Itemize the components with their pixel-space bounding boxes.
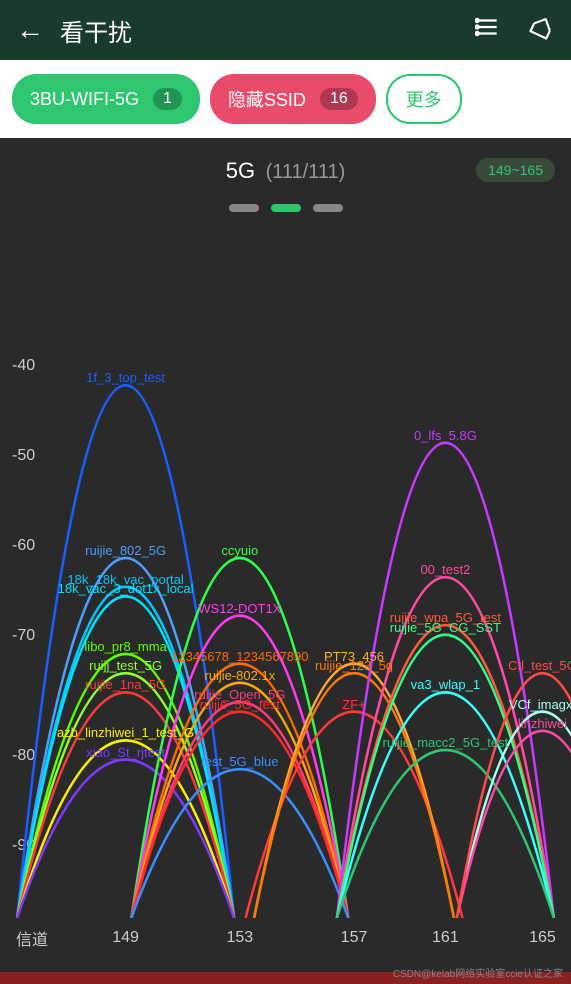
page-indicators — [0, 204, 571, 212]
filter-pill-secondary[interactable]: 隐藏SSID 16 — [210, 74, 376, 124]
network-curve — [131, 712, 348, 918]
x-axis-label: 信道 — [16, 926, 48, 950]
network-label: xiao_St_rjtest — [86, 745, 165, 760]
x-tick: 153 — [226, 929, 253, 947]
page-dot-1[interactable] — [229, 204, 259, 212]
filter-more-label: 更多 — [406, 86, 442, 112]
chart-area: 5G (111/111) 149~165 -40-50-60-70-80-90 … — [0, 138, 571, 958]
network-label: 1f_3_top_test — [86, 370, 165, 385]
x-tick: 149 — [112, 929, 139, 947]
page-dot-3[interactable] — [313, 204, 343, 212]
network-label: ruijie-802.1x — [204, 668, 275, 683]
network-label: ruijie_802_5G — [85, 543, 166, 558]
network-label: ruijie_123_5g — [315, 658, 393, 673]
band-label: 5G — [226, 158, 255, 183]
network-label: ccyuio — [221, 543, 258, 558]
network-label: ruijj_test_5G — [89, 658, 162, 673]
x-axis: 信道 149 153 157 161 165 — [0, 918, 571, 958]
network-label: 00_test2 — [420, 562, 470, 577]
channel-range-badge[interactable]: 149~165 — [476, 158, 555, 182]
filter-primary-label: 3BU-WIFI-5G — [30, 89, 139, 110]
filter-bar: 3BU-WIFI-5G 1 隐藏SSID 16 更多 — [0, 60, 571, 138]
network-label: linzhiwei — [518, 716, 567, 731]
watermark: CSDN@kelab网络实验室ccie认证之家 — [393, 965, 563, 980]
page-title: 看干扰 — [60, 13, 447, 48]
network-label: va3_wlap_1 — [411, 677, 480, 692]
network-label: ruijie_macc2_5G_test — [383, 735, 509, 750]
network-label: ZF+ — [342, 697, 365, 712]
network-label: VCf_imagxt — [509, 697, 571, 712]
network-label: WS12-DOT1X — [198, 601, 281, 616]
network-label: ruijie_1na_5G — [85, 677, 166, 692]
page-dot-2[interactable] — [271, 204, 301, 212]
filter-primary-count: 1 — [153, 88, 182, 110]
filter-secondary-count: 16 — [320, 88, 358, 110]
network-label: test_5G_blue — [201, 754, 278, 769]
band-count: (111/111) — [266, 161, 346, 183]
x-tick: 161 — [432, 929, 459, 947]
list-menu-icon[interactable] — [475, 14, 501, 47]
filter-pill-primary[interactable]: 3BU-WIFI-5G 1 — [12, 74, 200, 124]
x-tick: 157 — [341, 929, 368, 947]
network-label: ruijie_5G_test — [200, 697, 280, 712]
network-label: 12345678_1234567890 — [171, 649, 308, 664]
network-label: azb_linzhiwei_1_test_G — [57, 725, 194, 740]
x-tick: 165 — [529, 929, 556, 947]
network-label: ruijie_5G_CG_SST — [390, 620, 501, 635]
network-curve — [131, 683, 348, 918]
back-arrow-icon[interactable]: ← — [16, 14, 44, 46]
share-icon[interactable] — [529, 14, 555, 47]
network-label: Ctl_test_5G — [508, 658, 571, 673]
network-label: 0_lfs_5.8G — [414, 428, 477, 443]
filter-secondary-label: 隐藏SSID — [228, 86, 306, 112]
filter-more-button[interactable]: 更多 — [386, 74, 462, 124]
network-label: libo_pr8_mma — [84, 639, 166, 654]
wifi-spectrum-plot[interactable]: -40-50-60-70-80-90 1f_3_top_testruijie_8… — [0, 318, 571, 918]
app-header: ← 看干扰 — [0, 0, 571, 60]
network-label: 18k_vac_3_dot1x_local — [58, 581, 194, 596]
